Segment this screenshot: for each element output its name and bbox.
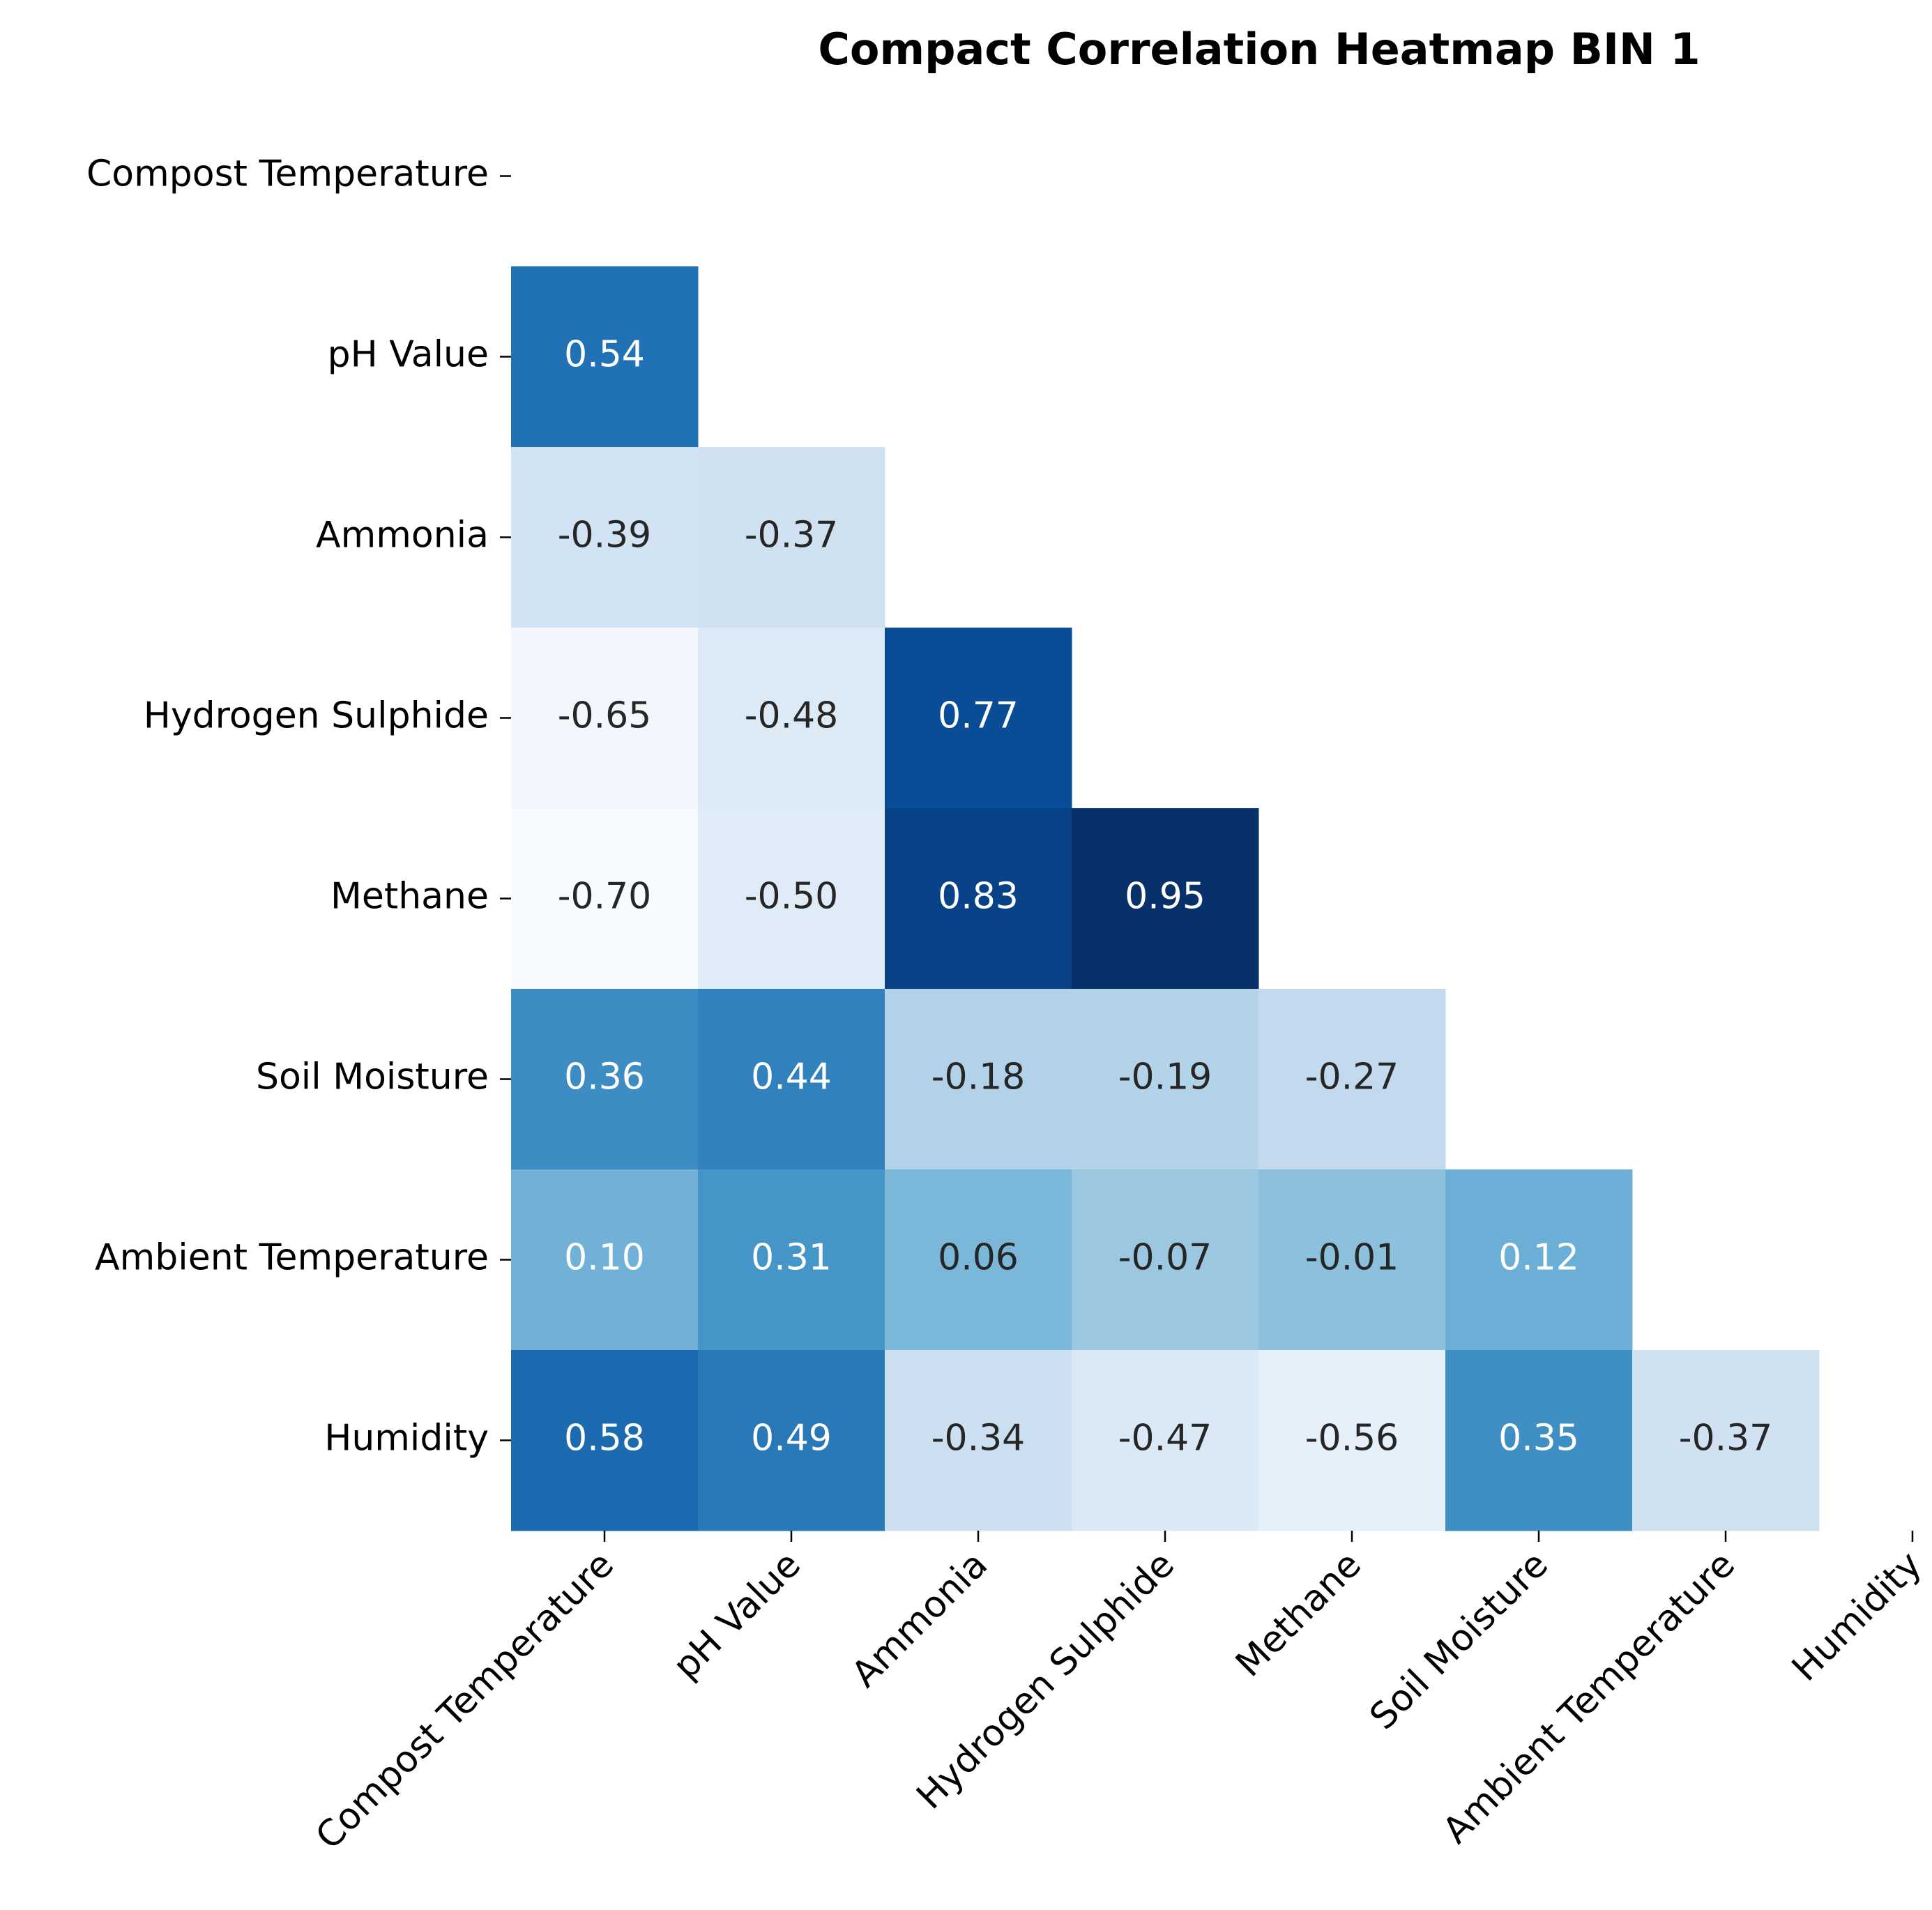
x-tick-label: Ammonia (844, 1544, 996, 1696)
chart-title: Compact Correlation Heatmap BIN 1 (818, 24, 1700, 75)
heatmap-cell (511, 447, 699, 628)
x-tick-label: Methane (1228, 1544, 1369, 1685)
heatmap-cell (511, 1350, 699, 1531)
y-tick-label: Hydrogen Sulphide (144, 695, 489, 737)
heatmap-cell (1258, 1350, 1446, 1531)
y-tick-label: Methane (330, 876, 489, 918)
cell-label: -0.19 (1118, 1056, 1212, 1098)
x-tick-label: Soil Moisture (1362, 1544, 1556, 1738)
cell-label: -0.50 (745, 876, 839, 918)
y-tick-label: Ammonia (316, 515, 489, 556)
x-tick-label: pH Value (665, 1544, 809, 1688)
cell-label: -0.48 (745, 695, 839, 737)
cell-label: 0.83 (938, 876, 1019, 918)
heatmap-cell (1072, 989, 1259, 1170)
cell-label: -0.47 (1118, 1418, 1212, 1460)
heatmap-cell (511, 1169, 699, 1351)
y-tick-label: Ambient Temperature (95, 1237, 489, 1279)
cell-label: 0.49 (751, 1418, 832, 1460)
cell-label: 0.44 (751, 1056, 832, 1098)
cell-label: -0.37 (1679, 1418, 1773, 1460)
heatmap-cell (698, 1350, 885, 1531)
cell-label: 0.35 (1498, 1418, 1579, 1460)
cell-label: -0.07 (1118, 1237, 1212, 1279)
heatmap-cell (698, 447, 885, 628)
heatmap-cell (885, 1169, 1072, 1351)
x-tick-label: Compost Temperature (308, 1544, 622, 1858)
heatmap-cell (1072, 1169, 1259, 1351)
heatmap-cell (698, 989, 885, 1170)
heatmap-cell (511, 989, 699, 1170)
y-tick-label: Humidity (324, 1418, 489, 1460)
cell-label: 0.10 (564, 1237, 645, 1279)
heatmap-cell (698, 808, 885, 990)
cell-label: 0.36 (564, 1056, 645, 1098)
cell-label: -0.01 (1305, 1237, 1399, 1279)
x-tick-label: Humidity (1784, 1544, 1930, 1690)
cell-label: 0.54 (564, 334, 645, 376)
y-tick-label: Soil Moisture (256, 1056, 489, 1098)
cell-label: -0.34 (931, 1418, 1026, 1460)
heatmap-cell (885, 808, 1072, 990)
heatmap-cell (1072, 808, 1259, 990)
heatmap-cell (1445, 1169, 1633, 1351)
cell-label: -0.39 (558, 515, 652, 556)
heatmap-cell (511, 808, 699, 990)
cell-label: 0.06 (938, 1237, 1019, 1279)
heatmap-cell (1072, 1350, 1259, 1531)
cell-label: 0.12 (1498, 1237, 1579, 1279)
cell-label: -0.56 (1305, 1418, 1399, 1460)
cell-label: 0.95 (1125, 876, 1205, 918)
cell-label: 0.77 (938, 695, 1019, 737)
heatmap-cell (1258, 1169, 1446, 1351)
cell-label: -0.27 (1305, 1056, 1399, 1098)
cell-label: -0.37 (745, 515, 839, 556)
heatmap-cell (885, 989, 1072, 1170)
heatmap-cell (1632, 1350, 1820, 1531)
heatmap-cell (511, 628, 699, 809)
heatmap-cell (885, 628, 1072, 809)
cell-label: -0.70 (558, 876, 652, 918)
heatmap-cell (698, 628, 885, 809)
y-tick-label: Compost Temperature (86, 153, 489, 195)
heatmap-cell (698, 1169, 885, 1351)
cell-label: 0.31 (751, 1237, 832, 1279)
heatmap-cell (1258, 989, 1446, 1170)
cell-label: -0.65 (558, 695, 652, 737)
heatmap-cell (511, 266, 699, 448)
cell-label: 0.58 (564, 1418, 645, 1460)
heatmap-cell (885, 1350, 1072, 1531)
cell-label: -0.18 (931, 1056, 1026, 1098)
y-tick-label: pH Value (328, 334, 489, 376)
heatmap-cell (1445, 1350, 1633, 1531)
